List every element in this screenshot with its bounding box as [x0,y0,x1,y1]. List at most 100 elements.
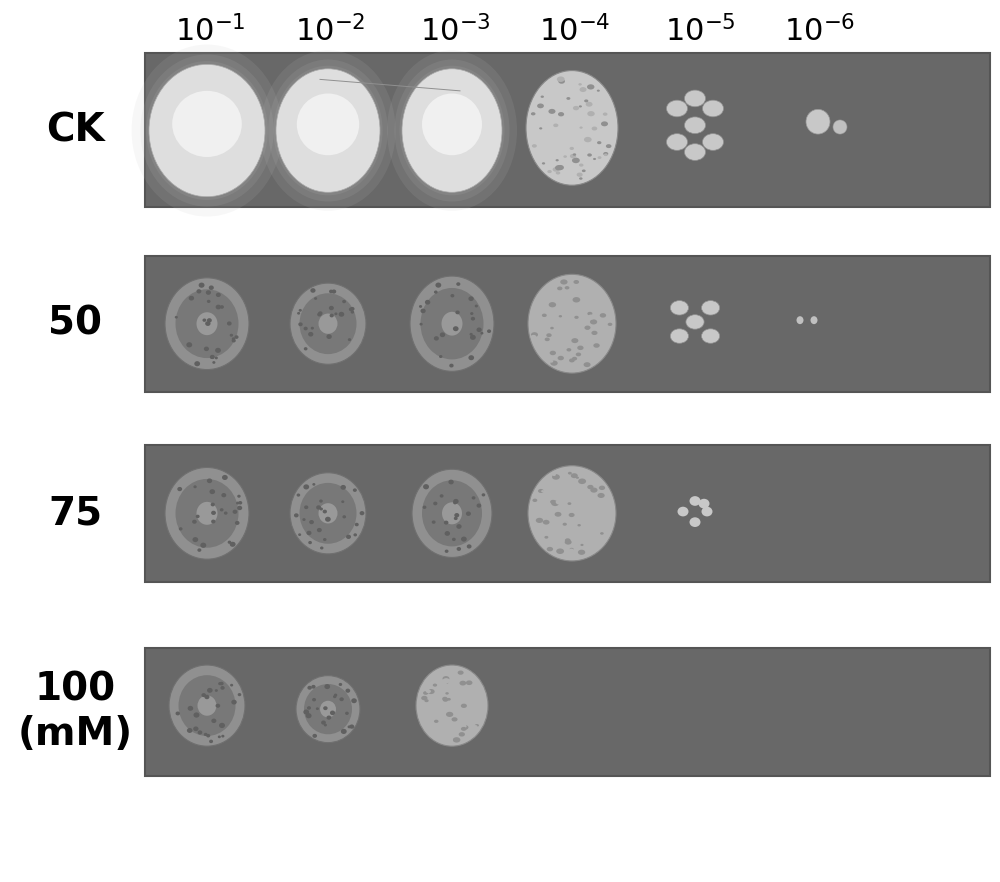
Ellipse shape [353,489,357,492]
Text: CK: CK [46,111,104,150]
Ellipse shape [470,312,473,315]
Ellipse shape [210,355,215,359]
Ellipse shape [462,689,470,694]
Ellipse shape [349,308,353,311]
Ellipse shape [666,101,688,116]
Ellipse shape [588,283,592,286]
Ellipse shape [346,534,351,539]
Ellipse shape [324,723,327,727]
Ellipse shape [419,305,422,308]
Ellipse shape [557,77,565,82]
Ellipse shape [205,321,211,326]
Ellipse shape [532,498,537,502]
Ellipse shape [467,544,472,549]
Ellipse shape [290,473,366,554]
Ellipse shape [193,485,197,489]
Ellipse shape [215,348,221,353]
Ellipse shape [132,44,282,217]
Ellipse shape [459,681,466,685]
Ellipse shape [209,740,213,744]
Ellipse shape [571,338,578,343]
Ellipse shape [196,515,200,518]
Ellipse shape [231,542,235,546]
Ellipse shape [446,681,450,684]
Ellipse shape [304,326,308,331]
Ellipse shape [606,144,611,148]
Ellipse shape [434,290,438,294]
Ellipse shape [528,466,616,561]
Ellipse shape [581,502,587,506]
Ellipse shape [544,536,548,539]
Ellipse shape [597,493,605,498]
Ellipse shape [580,544,584,546]
Ellipse shape [570,329,578,334]
Ellipse shape [238,693,241,696]
Ellipse shape [342,515,346,519]
Ellipse shape [290,283,366,364]
Ellipse shape [541,95,544,98]
Ellipse shape [330,314,334,318]
Ellipse shape [475,304,478,308]
Ellipse shape [303,709,309,714]
Ellipse shape [555,165,563,170]
Ellipse shape [317,528,322,532]
Ellipse shape [468,355,474,360]
Ellipse shape [435,282,441,288]
Ellipse shape [566,348,571,352]
Ellipse shape [350,307,355,310]
Ellipse shape [423,505,426,509]
Ellipse shape [597,141,601,145]
Ellipse shape [698,499,710,508]
Ellipse shape [207,318,212,323]
Ellipse shape [422,93,482,155]
Ellipse shape [355,523,359,527]
Ellipse shape [318,503,338,524]
Ellipse shape [538,489,544,493]
Ellipse shape [177,487,182,491]
Ellipse shape [480,332,483,334]
Ellipse shape [212,361,215,364]
Ellipse shape [599,318,607,324]
Ellipse shape [237,495,241,497]
Ellipse shape [450,294,454,297]
Ellipse shape [579,105,582,108]
Ellipse shape [353,534,357,536]
Ellipse shape [325,517,331,522]
Ellipse shape [556,549,564,554]
Ellipse shape [172,91,242,157]
Ellipse shape [594,498,599,502]
Ellipse shape [578,83,582,86]
Ellipse shape [326,334,332,339]
Ellipse shape [553,123,558,127]
FancyBboxPatch shape [145,256,990,392]
Ellipse shape [563,523,567,526]
Ellipse shape [319,507,323,511]
Ellipse shape [400,66,505,196]
Ellipse shape [684,90,706,107]
Ellipse shape [466,680,472,685]
Ellipse shape [453,499,459,504]
FancyBboxPatch shape [145,445,990,582]
Text: $10^{-4}$: $10^{-4}$ [539,15,611,47]
Ellipse shape [684,144,706,161]
Ellipse shape [594,483,600,487]
Ellipse shape [186,342,192,348]
Ellipse shape [579,126,583,129]
FancyBboxPatch shape [145,53,990,207]
Ellipse shape [333,695,336,699]
Ellipse shape [216,304,221,310]
Ellipse shape [557,165,564,170]
Ellipse shape [320,547,323,549]
Ellipse shape [539,524,543,527]
Ellipse shape [548,108,556,114]
Ellipse shape [206,290,211,295]
Ellipse shape [432,520,436,524]
Ellipse shape [532,144,537,147]
Ellipse shape [232,337,235,340]
Ellipse shape [238,501,242,505]
Ellipse shape [597,90,600,92]
Ellipse shape [551,281,558,287]
Ellipse shape [474,725,477,728]
Ellipse shape [204,733,208,736]
Ellipse shape [470,335,476,340]
